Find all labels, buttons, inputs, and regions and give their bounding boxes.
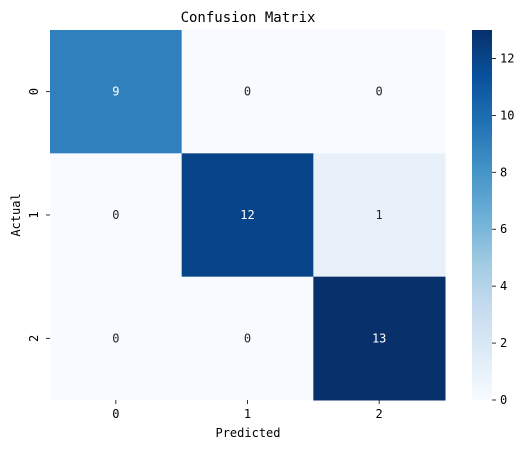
colorbar-ticks: 0 2 4 6 8 10 12	[492, 51, 514, 407]
y-axis-ticks: 0 1 2	[27, 88, 50, 342]
cell-value-label: 9	[112, 85, 119, 99]
x-tick-label: 0	[112, 407, 119, 421]
cell-value-label: 0	[244, 85, 251, 99]
colorbar	[472, 30, 492, 400]
chart-title: Confusion Matrix	[181, 10, 316, 26]
colorbar-tick-label: 12	[500, 51, 514, 65]
cell-value-label: 12	[240, 208, 254, 222]
x-axis-label: Predicted	[215, 426, 280, 440]
heatmap-cell	[313, 153, 446, 278]
heatmap-cell	[181, 30, 314, 154]
heatmap-cells	[50, 30, 446, 401]
colorbar-tick-label: 6	[500, 222, 507, 236]
cell-value-label: 13	[372, 331, 386, 345]
colorbar-tick-label: 4	[500, 279, 507, 293]
cell-value-label: 0	[376, 85, 383, 99]
y-tick-label: 2	[27, 335, 41, 342]
colorbar-tick-label: 0	[500, 393, 507, 407]
cell-value-label: 0	[112, 208, 119, 222]
colorbar-tick-label: 2	[500, 336, 507, 350]
y-tick-label: 0	[27, 88, 41, 95]
cell-value-label: 0	[112, 331, 119, 345]
y-axis-label: Actual	[9, 193, 23, 236]
heatmap-cell	[313, 30, 446, 154]
colorbar-tick-label: 8	[500, 165, 507, 179]
colorbar-tick-label: 10	[500, 108, 514, 122]
heatmap-cell-labels: 9 0 0 0 12 1 0 0 13	[112, 85, 386, 346]
heatmap-cell	[50, 30, 183, 154]
heatmap-cell	[181, 153, 314, 278]
cell-value-label: 0	[244, 331, 251, 345]
heatmap-cell	[313, 276, 446, 401]
x-axis-ticks: 0 1 2	[112, 400, 383, 421]
heatmap-cell	[181, 276, 314, 401]
x-tick-label: 2	[376, 407, 383, 421]
heatmap-cell	[50, 153, 183, 278]
cell-value-label: 1	[376, 208, 383, 222]
y-tick-label: 1	[27, 211, 41, 218]
heatmap-cell	[50, 276, 183, 401]
x-tick-label: 1	[244, 407, 251, 421]
